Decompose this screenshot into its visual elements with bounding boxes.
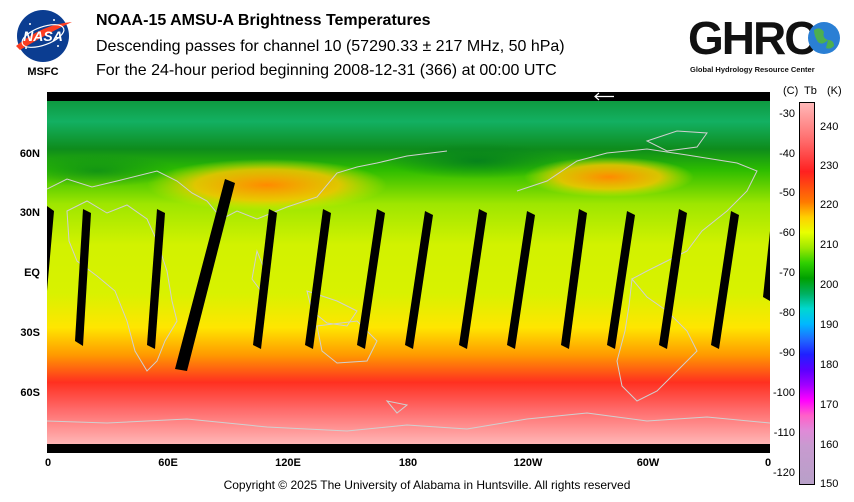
colorbar-celsius-tick: -70	[779, 267, 795, 279]
warm-anomaly-asia	[147, 159, 387, 211]
copyright-notice: Copyright © 2025 The University of Alaba…	[223, 478, 631, 492]
gap-swath	[75, 209, 91, 346]
gap-swath	[659, 209, 687, 349]
colorbar-kelvin-tick: 210	[820, 239, 839, 251]
ghrc-logo: GHRC Global Hydrology Resource Center	[688, 12, 840, 74]
colorbar-kelvin-tick: 190	[820, 319, 839, 331]
colorbar-celsius-tick: -30	[779, 108, 795, 120]
lon-label: 60W	[636, 457, 660, 469]
earth-globe-icon	[808, 22, 840, 54]
data-gaps	[47, 179, 770, 371]
ghrc-logo-text: GHRC	[688, 12, 816, 64]
colorbar-celsius-tick: -100	[772, 387, 795, 399]
lat-label: 30S	[20, 327, 40, 339]
colorbar	[799, 102, 815, 485]
nasa-logo-text: NASA	[23, 28, 63, 44]
page-title: NOAA-15 AMSU-A Brightness Temperatures	[96, 12, 431, 29]
colorbar-unit-celsius: (C)	[783, 85, 799, 97]
lat-label: 60N	[19, 148, 40, 160]
gap-swath	[507, 211, 535, 349]
nasa-logo-caption: MSFC	[27, 66, 58, 78]
gap-swath	[607, 211, 635, 349]
colorbar-celsius-tick: -50	[779, 187, 795, 199]
map-field	[47, 101, 770, 444]
colorbar-kelvin-tick: 240	[820, 121, 839, 133]
colorbar-kelvin-tick: 230	[820, 160, 839, 172]
colorbar-celsius-tick: -110	[773, 427, 795, 439]
lat-label: 60S	[20, 387, 40, 399]
ghrc-logo-caption: Global Hydrology Resource Center	[690, 65, 815, 74]
gap-swath	[147, 209, 165, 349]
colorbar-kelvin-tick: 150	[820, 478, 839, 490]
colorbar-unit-tb: Tb	[804, 85, 817, 97]
colorbar-celsius-tick: -60	[779, 227, 795, 239]
lon-label: 120E	[275, 457, 301, 469]
colorbar-kelvin-tick: 170	[820, 399, 839, 411]
brightness-temperature-map	[47, 92, 770, 453]
lon-label: 0	[764, 457, 772, 469]
gap-swath	[763, 231, 770, 301]
lon-label: 120W	[513, 457, 543, 469]
cold-anomaly-northwest	[47, 155, 177, 187]
lon-label: 60E	[158, 457, 178, 469]
colorbar-celsius-tick: -80	[779, 307, 795, 319]
lon-label: 0	[44, 457, 52, 469]
colorbar-kelvin-tick: 160	[820, 439, 839, 451]
colorbar-kelvin-tick: 200	[820, 279, 839, 291]
gap-swath	[305, 209, 331, 349]
gap-swath	[459, 209, 487, 349]
gap-swath	[405, 211, 433, 349]
colorbar-kelvin-tick: 220	[820, 199, 839, 211]
gap-swath	[253, 209, 277, 349]
colorbar-celsius-tick: -40	[779, 148, 795, 160]
lon-label: 180	[398, 457, 418, 469]
period-subtitle: For the 24-hour period beginning 2008-12…	[96, 62, 557, 79]
lat-label: EQ	[24, 267, 40, 279]
cold-anomaly-north	[387, 143, 567, 179]
gap-swath	[561, 209, 587, 349]
colorbar-celsius-tick: -120	[772, 467, 795, 479]
gap-swath	[711, 211, 739, 349]
nasa-logo: NASA MSFC	[16, 10, 72, 78]
gap-swath	[47, 206, 54, 291]
colorbar-kelvin-tick: 180	[820, 359, 839, 371]
warm-anomaly-america	[524, 157, 694, 197]
channel-subtitle: Descending passes for channel 10 (57290.…	[96, 38, 565, 55]
orbit-direction-arrow-icon	[594, 92, 614, 101]
lat-label: 30N	[19, 207, 40, 219]
gap-swath	[357, 209, 385, 349]
gap-swath	[175, 179, 235, 371]
colorbar-celsius-tick: -90	[779, 347, 795, 359]
colorbar-unit-kelvin: (K)	[827, 85, 842, 97]
